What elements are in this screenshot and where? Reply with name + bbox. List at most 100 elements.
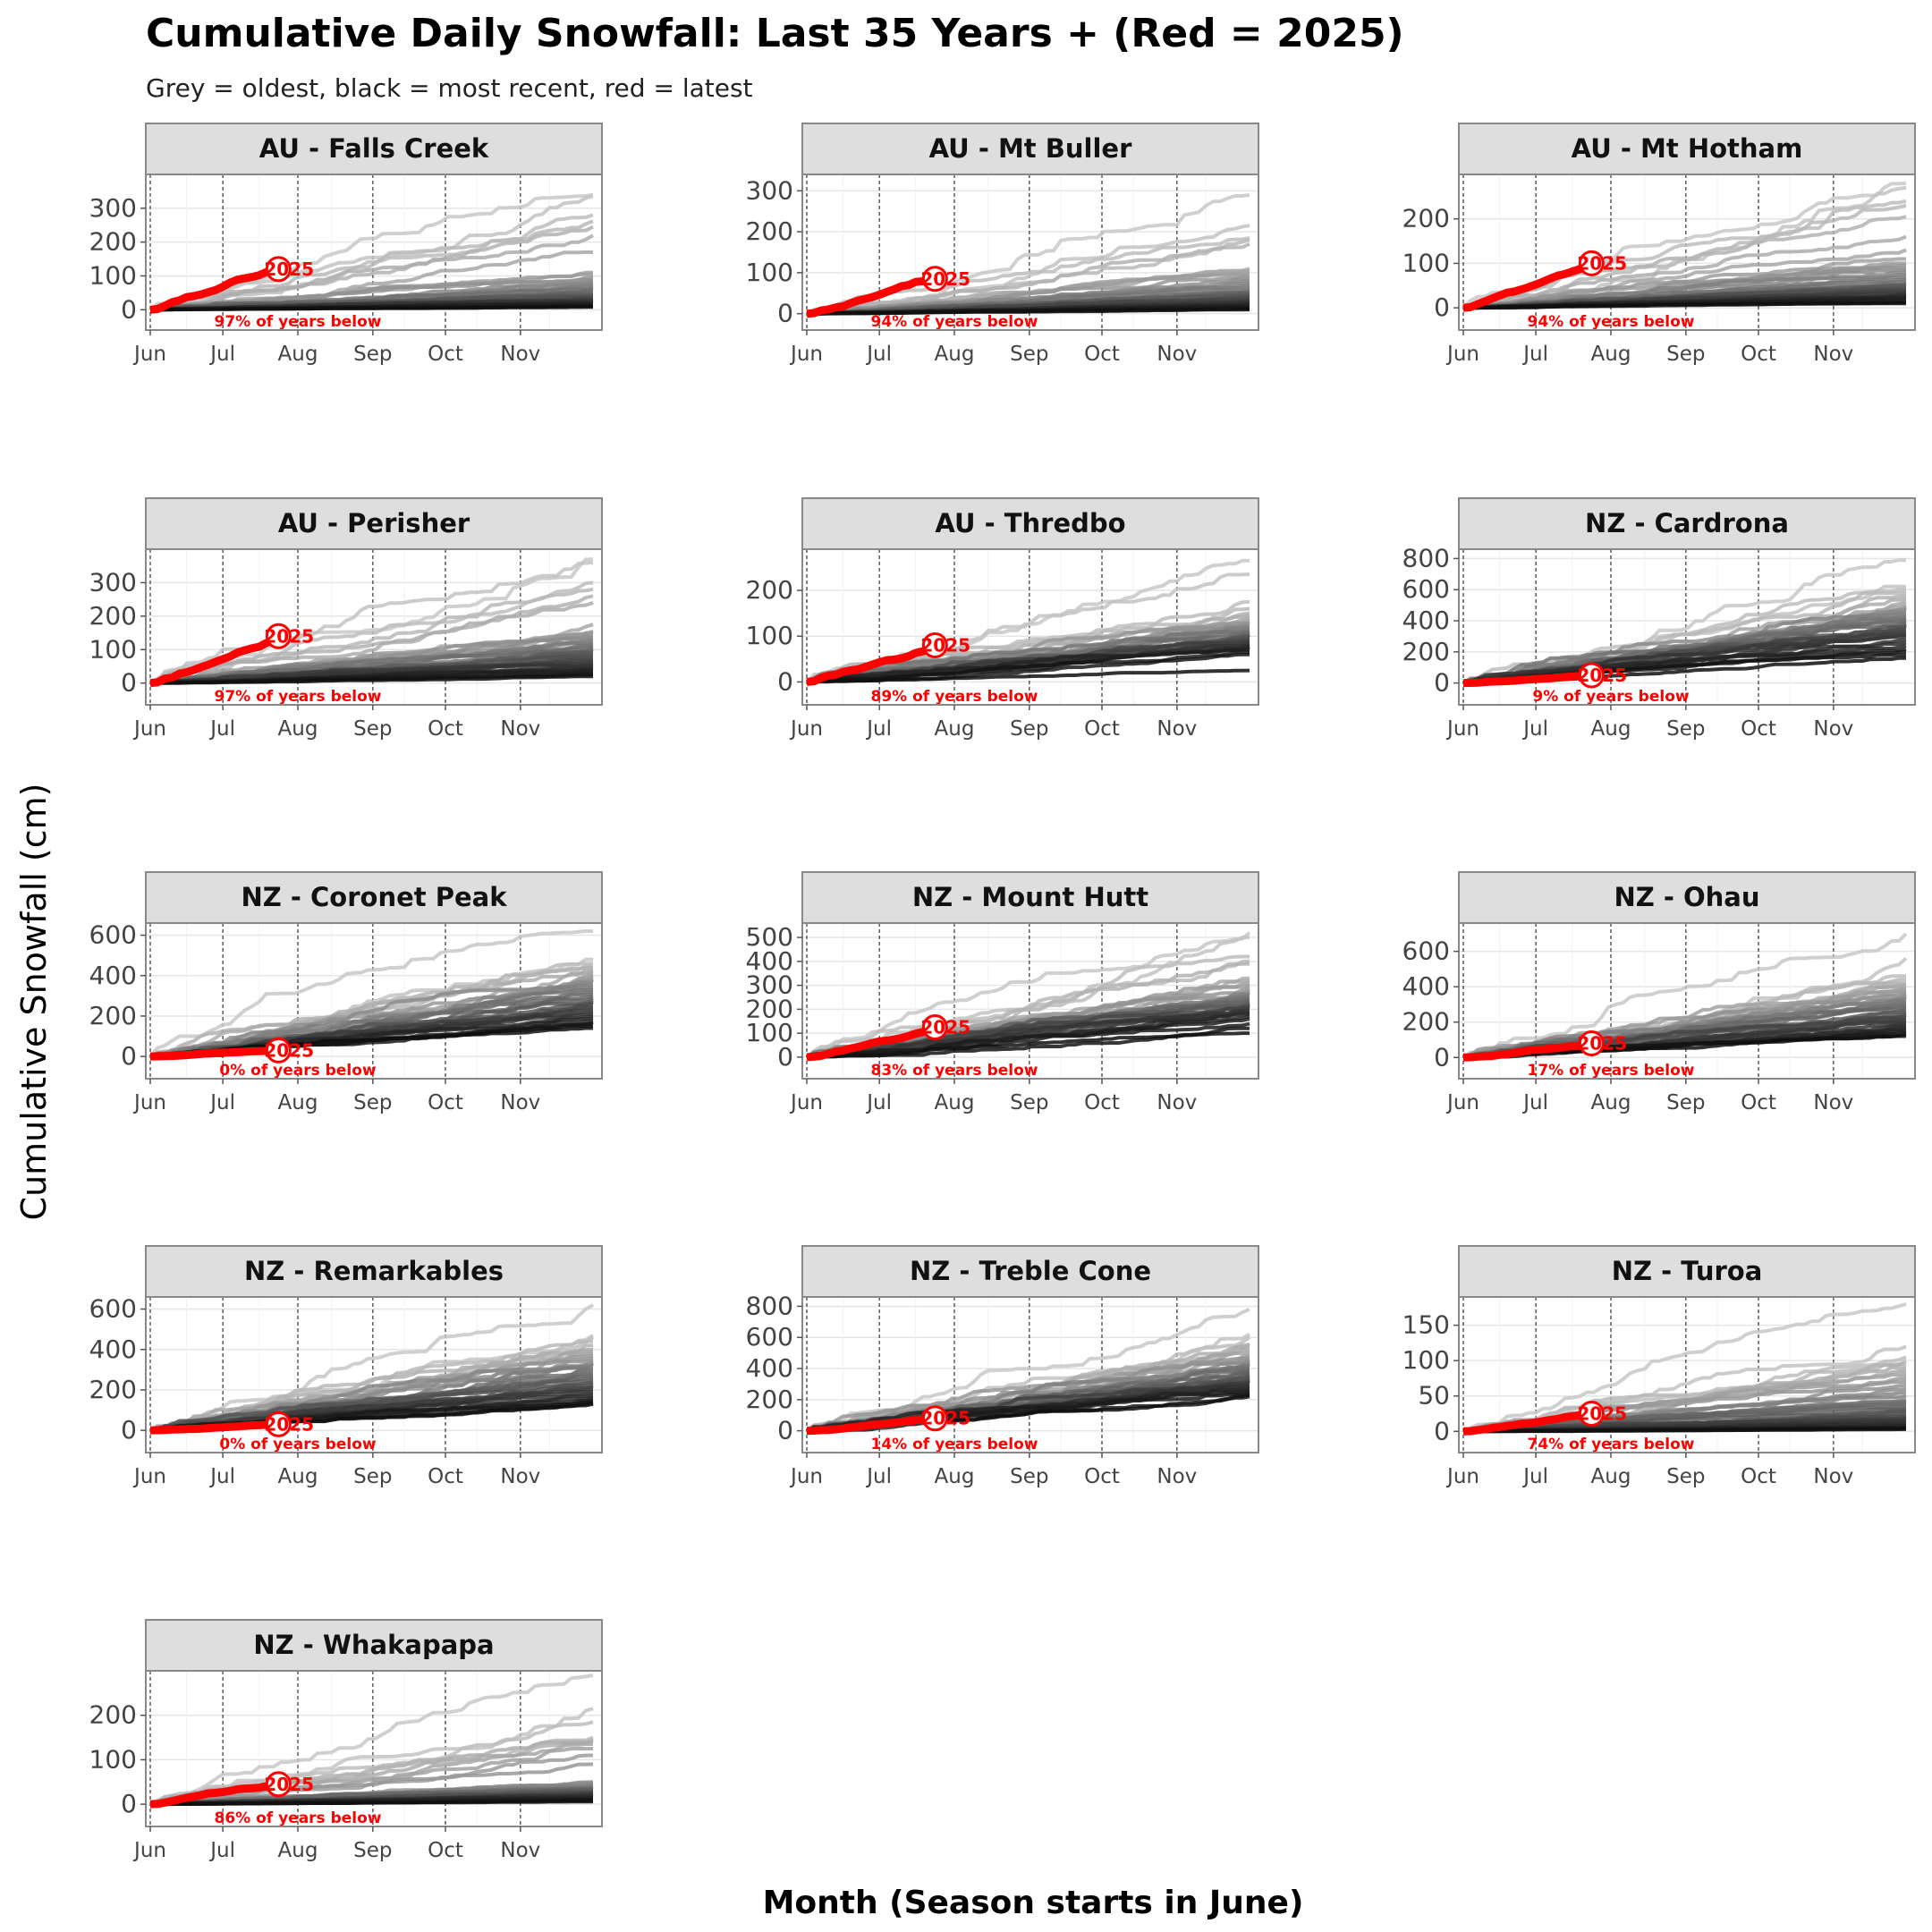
percentile-annotation: 89% of years below: [870, 688, 1038, 706]
y-tick-label: 500: [746, 922, 793, 952]
latest-year-label: 2025: [1577, 1032, 1627, 1054]
y-axis-label: Cumulative Snowfall (cm): [14, 783, 54, 1221]
latest-year-marker: [265, 623, 292, 649]
series-lines: [805, 1308, 1251, 1436]
facet-strip: [801, 497, 1259, 550]
series-line: [150, 674, 593, 685]
y-tick-label: 0: [777, 1042, 793, 1072]
x-tick-label: Sep: [353, 1839, 392, 1862]
y-tick-label: 200: [89, 601, 137, 631]
facet-strip: [145, 497, 603, 550]
facet-title: NZ - Ohau: [1614, 882, 1759, 912]
y-tick-label: 200: [1402, 204, 1450, 233]
series-line: [149, 601, 594, 685]
x-tick-label: Nov: [500, 343, 540, 366]
series-line: [150, 1674, 594, 1807]
percentile-annotation: 14% of years below: [870, 1436, 1038, 1453]
x-tick-label: Aug: [278, 1091, 318, 1114]
x-axis-label: Month (Season starts in June): [762, 1885, 1304, 1921]
y-tick-label: 600: [1402, 936, 1450, 966]
x-tick-label: Sep: [1666, 343, 1705, 366]
latest-year-label: 2025: [920, 1016, 970, 1038]
latest-year-marker: [921, 1405, 948, 1432]
x-tick-label: Aug: [935, 343, 975, 366]
x-tick-label: Jun: [132, 1091, 166, 1114]
series-line: [806, 668, 1250, 684]
series-line: [1463, 234, 1907, 310]
x-tick-label: Oct: [1084, 343, 1120, 366]
x-tick-label: Jun: [132, 1839, 166, 1862]
x-tick-label: Jun: [1445, 343, 1479, 366]
latest-year-marker: [265, 1771, 292, 1798]
y-tick-label: 100: [89, 634, 137, 664]
facet-strip: [1458, 871, 1916, 924]
facet-title: NZ - Treble Cone: [910, 1256, 1151, 1286]
y-tick-label: 600: [1402, 574, 1450, 604]
latest-year-line: [149, 1419, 282, 1435]
latest-year-marker: [1578, 662, 1605, 689]
facet-title: NZ - Remarkables: [244, 1256, 504, 1286]
y-tick-label: 600: [89, 1294, 137, 1324]
panel-nz-treble-cone: NZ - Treble Cone 2025 14% of years below 02…: [746, 1245, 1259, 1488]
panel-nz-whakapapa: NZ - Whakapapa 2025 86% of years below 0 100…: [89, 1619, 603, 1862]
y-tick-label: 300: [746, 970, 793, 1000]
facet-title: NZ - Cardrona: [1585, 508, 1789, 538]
series-line: [150, 233, 594, 312]
series-lines: [149, 1674, 594, 1809]
latest-year-line: [149, 1780, 283, 1809]
y-tick-label: 0: [121, 1041, 137, 1071]
facet-strip: [801, 871, 1259, 924]
x-tick-label: Sep: [1666, 1465, 1705, 1488]
facet-strip: [1458, 497, 1916, 550]
y-tick-label: 600: [89, 920, 137, 950]
y-tick-label: 100: [89, 260, 137, 290]
x-tick-label: Jul: [208, 1091, 235, 1114]
series-line: [807, 1355, 1250, 1433]
series-line: [1463, 1427, 1907, 1434]
series-line: [149, 965, 594, 1058]
y-tick-label: 400: [1402, 971, 1450, 1001]
series-line: [148, 929, 593, 1058]
x-tick-label: Jun: [132, 343, 166, 366]
y-tick-label: 200: [746, 575, 793, 605]
x-tick-label: Jun: [789, 343, 823, 366]
x-tick-label: Aug: [935, 717, 975, 741]
panel-border: [1458, 174, 1916, 331]
series-line: [806, 1017, 1250, 1059]
x-tick-label: Nov: [500, 1465, 540, 1488]
x-tick-label: Nov: [1157, 717, 1197, 741]
x-tick-label: Oct: [428, 1839, 463, 1862]
series-line: [149, 305, 593, 312]
y-tick-label: 200: [89, 1001, 137, 1030]
percentile-annotation: 74% of years below: [1527, 1436, 1694, 1453]
y-tick-label: 0: [121, 1789, 137, 1818]
latest-year-label: 2025: [920, 1408, 970, 1429]
series-lines: [806, 192, 1250, 318]
x-tick-label: Jul: [208, 1465, 235, 1488]
series-lines: [1462, 932, 1908, 1062]
series-line: [1462, 301, 1906, 310]
panel-border: [801, 1296, 1259, 1453]
panel-border: [145, 174, 603, 331]
series-lines: [805, 558, 1250, 686]
percentile-annotation: 17% of years below: [1527, 1062, 1694, 1080]
x-tick-label: Jun: [132, 717, 166, 741]
y-tick-label: 0: [777, 299, 793, 328]
x-tick-label: Oct: [1741, 1465, 1776, 1488]
series-line: [806, 1031, 1250, 1059]
series-line: [806, 242, 1250, 316]
latest-year-marker: [1578, 1401, 1605, 1427]
panel-border: [1458, 1296, 1916, 1453]
series-lines: [1462, 558, 1907, 688]
y-tick-label: 400: [1402, 606, 1450, 635]
x-tick-label: Sep: [353, 1091, 392, 1114]
y-tick-label: 200: [746, 994, 793, 1023]
facet-title: NZ - Coronet Peak: [241, 882, 507, 912]
latest-year-label: 2025: [920, 634, 970, 656]
latest-year-label: 2025: [264, 1413, 314, 1435]
panel-border: [145, 922, 603, 1080]
latest-year-label: 2025: [1577, 665, 1627, 686]
facet-title: AU - Mt Hotham: [1572, 133, 1803, 164]
series-lines: [148, 557, 594, 688]
